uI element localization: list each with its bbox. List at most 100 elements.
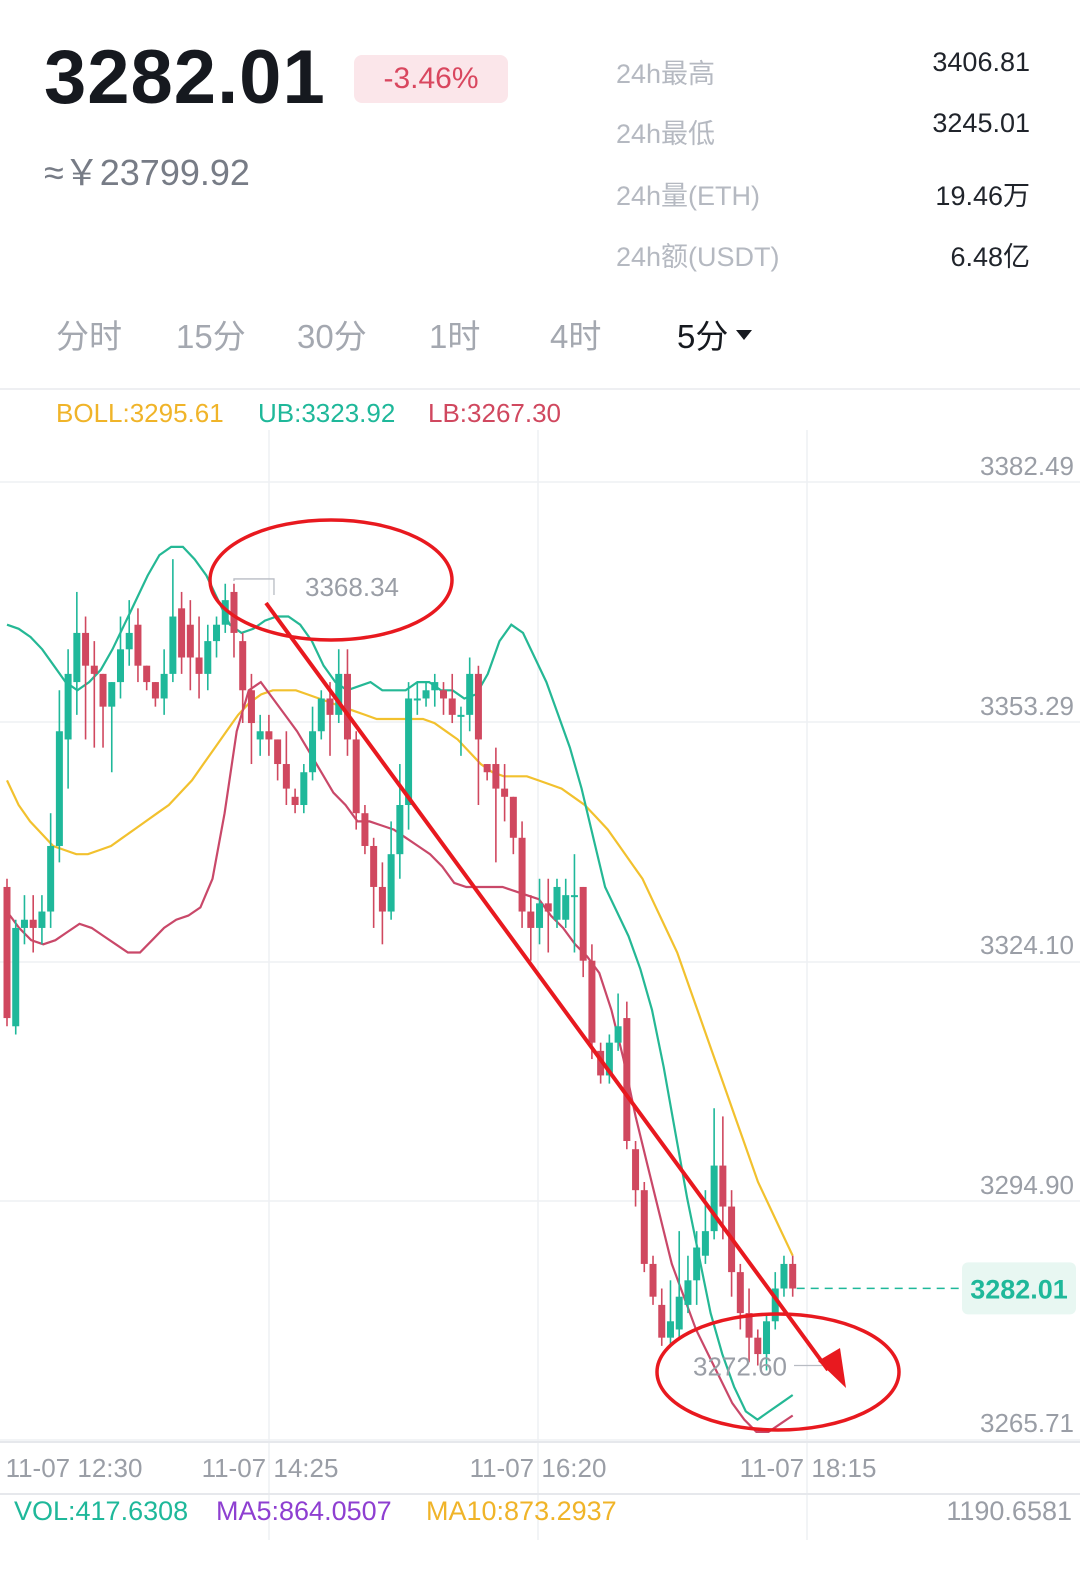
candle-body (326, 698, 334, 715)
candle-body (422, 690, 430, 699)
candle-body (588, 960, 596, 1043)
candle-body (736, 1272, 744, 1314)
stat-value-volume: 19.46万 (935, 181, 1030, 211)
candle-body (483, 764, 491, 773)
candle-body (361, 813, 369, 846)
candle-body (632, 1149, 640, 1191)
divider (0, 388, 1080, 390)
candle-body (29, 919, 37, 928)
candle-body (675, 1296, 683, 1330)
ma5-label: MA5:864.0507 (216, 1496, 392, 1526)
candle-body (536, 903, 544, 928)
vol-label: VOL:417.6308 (14, 1496, 189, 1526)
low-marker-label: 3272.60 (693, 1352, 787, 1382)
tab-5min-label: 5分 (677, 318, 729, 355)
current-price-tag (962, 1262, 1076, 1315)
stat-value-low: 3245.01 (932, 108, 1030, 138)
candle-body (771, 1288, 779, 1322)
candle-body (440, 690, 447, 699)
highlight-ellipse-bottom (655, 1312, 901, 1432)
x-tick-label: 11-07 14:25 (202, 1453, 339, 1483)
candle-body (553, 886, 561, 920)
candle-body (509, 796, 517, 838)
current-price-label: 3282.01 (970, 1274, 1068, 1304)
candle-body (396, 805, 404, 855)
boll-label: BOLL:3295.61 (56, 398, 224, 428)
stat-label-turnover: 24h额(USDT) (616, 242, 780, 272)
candle-body (116, 649, 124, 683)
candlestick-chart[interactable]: 3382.49 3353.29 3324.10 3294.90 3265.71 11-07… (0, 430, 1080, 1540)
tab-1h[interactable]: 1时 (429, 318, 481, 355)
candle-body (658, 1304, 666, 1338)
candle-body (754, 1337, 762, 1355)
high-marker-line (233, 578, 275, 595)
candle-body (143, 665, 151, 683)
candle-body (160, 673, 168, 699)
candle-body (562, 895, 570, 920)
candle-body (387, 854, 395, 912)
candle-body (684, 1280, 692, 1305)
candle-body (579, 886, 587, 961)
stat-label-low: 24h最低 (616, 119, 716, 149)
chart-grid (0, 430, 1080, 1540)
candle-body (405, 698, 413, 806)
candle-body (614, 1026, 622, 1043)
tab-timeshare[interactable]: 分时 (56, 318, 122, 355)
candle-body (12, 927, 20, 1027)
candle-body (763, 1321, 771, 1355)
candle-body (239, 641, 247, 691)
candle-body (300, 772, 308, 806)
interval-tabs: 分时 15分 30分 1时 4时 5分 (0, 310, 1080, 370)
candle-body (47, 845, 55, 912)
stat-value-high: 3406.81 (932, 47, 1030, 77)
tab-4h[interactable]: 4时 (550, 318, 602, 355)
tab-15min[interactable]: 15分 (176, 318, 246, 355)
candle-body (789, 1263, 797, 1289)
line-ub (6, 545, 794, 1421)
tab-5min-dropdown[interactable]: 5分 (677, 310, 753, 358)
candle-body (108, 682, 116, 707)
candle-body (492, 764, 500, 789)
y-tick-label: 3265.71 (980, 1408, 1074, 1438)
candle-body (221, 600, 229, 625)
ub-label: UB:3323.92 (258, 398, 396, 428)
candle-body (247, 690, 255, 724)
candle-body (666, 1321, 674, 1338)
candle-body (195, 657, 203, 674)
candle-body (701, 1231, 709, 1256)
y-tick-label: 3353.29 (980, 691, 1074, 721)
candle-body (370, 845, 378, 887)
candle-body (20, 919, 28, 928)
ma10-label: MA10:873.2937 (426, 1496, 617, 1526)
candle-body (169, 616, 177, 674)
candle-body (640, 1190, 648, 1264)
candle-body (151, 682, 159, 699)
candle-body (431, 682, 439, 691)
candle-body (178, 608, 186, 658)
candle-body (745, 1313, 753, 1338)
candle-body (90, 665, 98, 674)
tab-30min[interactable]: 30分 (297, 318, 367, 355)
x-tick-label: 11-07 12:30 (6, 1453, 143, 1483)
candle-body (3, 886, 11, 1019)
line-boll (6, 689, 794, 1257)
candle-body (82, 632, 90, 666)
candle-body (623, 1018, 631, 1141)
y-tick-label: 3294.90 (980, 1170, 1074, 1200)
candle-body (134, 624, 142, 666)
candle-body (256, 731, 264, 740)
candles (3, 559, 797, 1371)
trend-arrow-line (264, 601, 830, 1372)
candle-body (186, 624, 194, 658)
stat-label-volume: 24h量(ETH) (616, 181, 761, 211)
candle-body (213, 624, 221, 642)
x-tick-label: 11-07 18:15 (740, 1453, 877, 1483)
candle-body (474, 673, 482, 740)
candle-body (378, 886, 386, 912)
y-tick-label: 3382.49 (980, 451, 1074, 481)
candle-body (265, 731, 273, 740)
candle-body (570, 895, 578, 898)
candle-body (649, 1263, 657, 1297)
candle-body (73, 632, 81, 683)
stat-value-turnover: 6.48亿 (950, 242, 1030, 272)
